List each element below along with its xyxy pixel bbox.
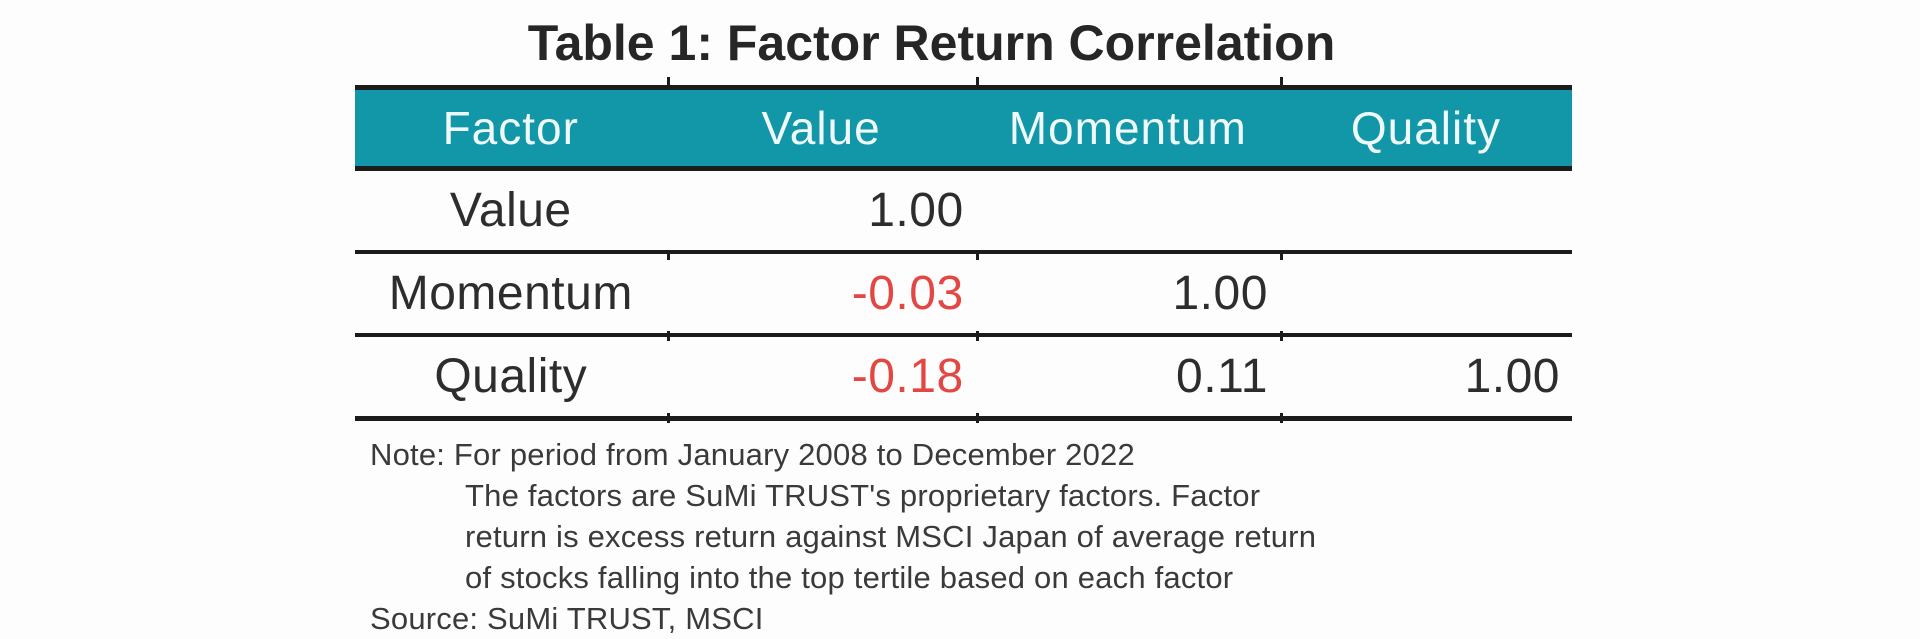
cell-momentum-momentum: 1.00 [975,252,1280,337]
column-boundary-tick [667,250,670,260]
column-boundary-tick [1280,77,1283,86]
note-line-3: return is excess return against MSCI Jap… [465,519,1317,554]
column-boundary-tick [976,77,979,86]
column-boundary-tick [667,77,670,86]
column-header-factor: Factor [355,87,667,171]
table-row-quality: Quality -0.18 0.11 1.00 [355,335,1572,419]
table-row-value: Value 1.00 [355,168,1572,254]
column-boundary-tick [976,250,979,260]
cell-value-momentum [975,168,1280,254]
column-header-momentum: Momentum [975,87,1280,171]
column-boundary-tick [1280,250,1283,260]
cell-momentum-factor: Momentum [355,252,667,337]
cell-value-factor: Value [355,168,667,254]
table-figure: Table 1: Factor Return Correlation Facto… [355,0,1572,639]
column-boundary-tick [1280,331,1283,341]
source-line: Source: SuMi TRUST, MSCI [370,601,764,636]
note-line-1: Note: For period from January 2008 to De… [370,437,1135,472]
cell-quality-momentum: 0.11 [1176,350,1268,403]
column-boundary-tick [1280,413,1283,423]
cell-value-value: 1.00 [666,168,976,254]
cell-momentum-quality [1279,252,1572,337]
table-title: Table 1: Factor Return Correlation [527,15,1336,71]
column-header-quality: Quality [1279,87,1572,171]
note-line-2: The factors are SuMi TRUST's proprietary… [465,478,1261,513]
cell-quality-quality: 1.00 [1464,350,1560,403]
column-boundary-tick [976,413,979,423]
column-header-value: Value [666,87,976,171]
table-notes: Note: For period from January 2008 to De… [370,434,1572,639]
note-line-4: of stocks falling into the top tertile b… [465,560,1234,595]
cell-value-quality [1279,168,1572,254]
correlation-table: Factor Value Momentum Quality Value 1.00… [355,85,1572,421]
cell-quality-factor: Quality [434,350,588,403]
column-boundary-tick [667,413,670,423]
cell-momentum-value: -0.03 [666,252,976,337]
cell-quality-value: -0.18 [851,350,964,403]
table-row-momentum: Momentum -0.03 1.00 [355,252,1572,337]
column-boundary-tick [976,331,979,341]
correlation-table-wrap: Factor Value Momentum Quality Value 1.00… [355,77,1572,423]
table-header-row: Factor Value Momentum Quality [355,87,1572,171]
column-boundary-tick [667,331,670,341]
